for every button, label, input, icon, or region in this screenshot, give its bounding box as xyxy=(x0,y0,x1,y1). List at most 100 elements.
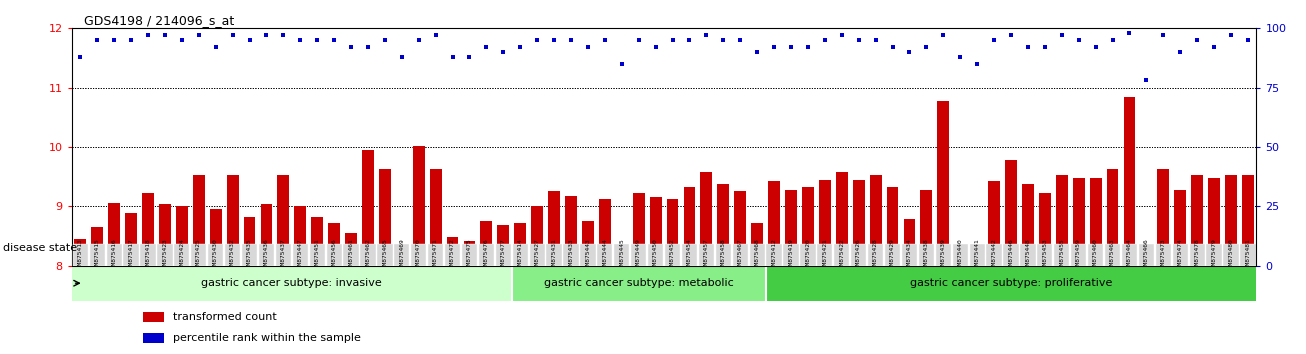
Text: GSM875468: GSM875468 xyxy=(755,238,760,272)
Text: GSM875464: GSM875464 xyxy=(1127,238,1132,272)
Text: GSM875426: GSM875426 xyxy=(857,238,861,272)
Point xyxy=(239,37,260,43)
Bar xyxy=(955,252,966,266)
Bar xyxy=(582,221,594,266)
Text: GSM875442: GSM875442 xyxy=(991,238,996,272)
Point xyxy=(341,45,362,50)
Point xyxy=(443,54,464,59)
Bar xyxy=(565,195,577,266)
Bar xyxy=(532,206,543,266)
Bar xyxy=(853,179,865,266)
Point xyxy=(730,37,751,43)
FancyBboxPatch shape xyxy=(682,244,697,266)
FancyBboxPatch shape xyxy=(902,244,917,266)
Text: GSM875418: GSM875418 xyxy=(145,238,150,272)
Bar xyxy=(311,217,323,266)
Text: GSM875472: GSM875472 xyxy=(451,238,454,272)
Text: GSM875430: GSM875430 xyxy=(213,238,218,272)
Bar xyxy=(413,146,424,266)
FancyBboxPatch shape xyxy=(969,244,985,266)
Point xyxy=(509,45,530,50)
Text: gastric cancer subtype: invasive: gastric cancer subtype: invasive xyxy=(201,278,383,288)
Text: GSM875416: GSM875416 xyxy=(111,238,116,272)
Point xyxy=(645,45,666,50)
Bar xyxy=(1089,178,1101,266)
FancyBboxPatch shape xyxy=(1003,244,1019,266)
Point xyxy=(392,54,413,59)
FancyBboxPatch shape xyxy=(699,244,714,266)
FancyBboxPatch shape xyxy=(835,244,849,266)
Point xyxy=(1017,45,1038,50)
Point xyxy=(966,61,987,67)
Point xyxy=(171,37,192,43)
Bar xyxy=(345,233,357,266)
Bar xyxy=(1106,170,1118,266)
Text: GSM875448: GSM875448 xyxy=(1025,238,1030,272)
Point xyxy=(932,33,953,38)
Text: GSM875470: GSM875470 xyxy=(417,238,422,272)
Bar xyxy=(210,209,222,266)
FancyBboxPatch shape xyxy=(140,244,155,266)
FancyBboxPatch shape xyxy=(377,244,393,266)
Point xyxy=(899,49,919,55)
FancyBboxPatch shape xyxy=(733,244,748,266)
Point xyxy=(154,33,175,38)
Bar xyxy=(74,239,86,266)
Bar xyxy=(244,217,256,266)
Bar xyxy=(751,223,763,266)
Point xyxy=(375,37,396,43)
Point xyxy=(1153,33,1174,38)
Point xyxy=(69,54,90,59)
FancyBboxPatch shape xyxy=(1037,244,1053,266)
Bar xyxy=(1225,175,1237,266)
Text: gastric cancer subtype: metabolic: gastric cancer subtype: metabolic xyxy=(543,278,734,288)
FancyBboxPatch shape xyxy=(259,244,274,266)
Bar xyxy=(1157,170,1169,266)
Text: GSM875466: GSM875466 xyxy=(1144,238,1149,272)
FancyBboxPatch shape xyxy=(919,244,934,266)
Point xyxy=(458,54,479,59)
Point xyxy=(1085,45,1106,50)
Point xyxy=(1000,33,1021,38)
FancyBboxPatch shape xyxy=(631,244,646,266)
Text: GSM875445: GSM875445 xyxy=(619,238,624,272)
Text: GSM875412: GSM875412 xyxy=(772,238,777,272)
Point xyxy=(290,37,311,43)
FancyBboxPatch shape xyxy=(986,244,1002,266)
Text: GSM875455: GSM875455 xyxy=(1059,238,1064,272)
Point xyxy=(865,37,885,43)
FancyBboxPatch shape xyxy=(428,244,443,266)
Text: GSM875428: GSM875428 xyxy=(874,238,878,272)
Bar xyxy=(836,172,848,266)
Text: GSM875450: GSM875450 xyxy=(653,238,658,272)
FancyBboxPatch shape xyxy=(716,244,731,266)
FancyBboxPatch shape xyxy=(529,244,545,266)
FancyBboxPatch shape xyxy=(868,244,883,266)
FancyBboxPatch shape xyxy=(1071,244,1087,266)
Text: GSM875436: GSM875436 xyxy=(264,238,269,272)
FancyBboxPatch shape xyxy=(513,244,528,266)
Bar xyxy=(125,213,137,266)
Bar xyxy=(362,150,374,266)
Text: transformed count: transformed count xyxy=(172,312,277,322)
Point xyxy=(747,49,768,55)
Point xyxy=(543,37,564,43)
Point xyxy=(358,45,379,50)
Point xyxy=(849,37,870,43)
Text: GSM875423: GSM875423 xyxy=(162,238,167,272)
FancyBboxPatch shape xyxy=(394,244,409,266)
Text: GSM875458: GSM875458 xyxy=(721,238,726,272)
Bar xyxy=(972,251,983,266)
FancyBboxPatch shape xyxy=(750,244,765,266)
Point xyxy=(949,54,970,59)
FancyBboxPatch shape xyxy=(326,244,342,266)
Bar xyxy=(142,332,165,343)
FancyBboxPatch shape xyxy=(496,244,511,266)
Text: GSM875447: GSM875447 xyxy=(298,238,303,272)
Point xyxy=(662,37,683,43)
FancyBboxPatch shape xyxy=(1224,244,1238,266)
Point xyxy=(188,33,209,38)
Bar xyxy=(328,223,340,266)
Point xyxy=(1238,37,1259,43)
FancyBboxPatch shape xyxy=(276,244,291,266)
